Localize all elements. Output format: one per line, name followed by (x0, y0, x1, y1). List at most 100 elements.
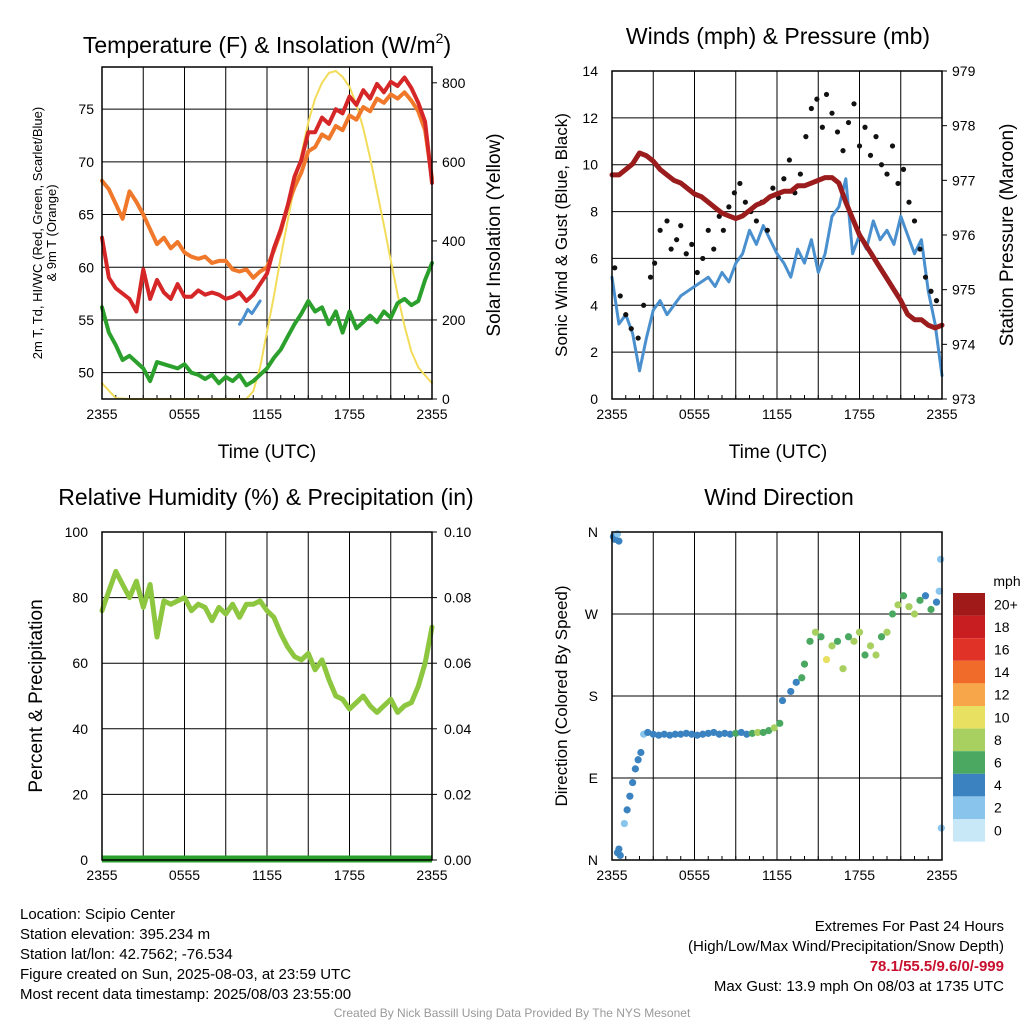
direction-point (792, 678, 800, 686)
colorbar-label: 12 (994, 687, 1010, 703)
gust-point (764, 227, 770, 233)
direction-point (754, 728, 762, 737)
series-relative-humidity (99, 568, 435, 715)
winds-ylabel-left: Sonic Wind & Gust (Blue, Black) (552, 113, 571, 357)
temperature-ylabel-left-line1: 2m T, Td, HI/WC (Red, Green, Scarlet/Blu… (30, 107, 45, 359)
direction-point (710, 728, 718, 737)
gust-point (840, 148, 846, 154)
extremes-heading: Extremes For Past 24 Hours (814, 918, 1004, 935)
station-latlon: Station lat/lon: 42.7562; -76.534 (20, 946, 233, 963)
colorbar-swatch (953, 683, 985, 706)
direction-point (613, 849, 622, 857)
station-elevation: Station elevation: 395.234 m (20, 926, 211, 943)
colorbar-label: 0 (994, 822, 1002, 838)
direction-point (677, 730, 685, 738)
direction-point (894, 601, 902, 609)
direction-point (932, 598, 941, 606)
max-gust: Max Gust: 13.9 mph On 08/03 at 1735 UTC (713, 978, 1004, 995)
direction-point (778, 696, 787, 705)
gust-point (711, 246, 717, 252)
gust-point (856, 143, 863, 149)
gust-point (808, 105, 814, 112)
plot-frame (101, 66, 433, 400)
direction-point (721, 729, 729, 737)
direction-point (861, 651, 869, 659)
colorbar-label: 6 (994, 755, 1002, 771)
direction-point (634, 756, 642, 764)
direction-point (688, 730, 696, 738)
gust-point (781, 176, 787, 182)
colorbar-label: 14 (994, 664, 1010, 680)
gust-point (770, 185, 776, 191)
plot-frame (611, 70, 943, 400)
colorbar: 20+ 18 16 14 12 10 8 6 4 2 0 (953, 593, 1018, 842)
humidity-title: Relative Humidity (%) & Precipitation (i… (58, 484, 473, 510)
colorbar-label: 4 (994, 777, 1002, 793)
plot-frame (611, 531, 943, 861)
direction-point (787, 687, 795, 696)
gust-point (617, 293, 623, 299)
x-tick-label: 1155 (252, 406, 282, 422)
direction-point (748, 729, 756, 737)
gust-point (786, 157, 792, 163)
gust-point (683, 251, 689, 257)
y-tick-label-right: 0 (442, 391, 450, 407)
x-tick-label: 0555 (679, 867, 710, 883)
direction-point (883, 628, 891, 636)
gust-point (862, 124, 868, 130)
y-tick-label-left: 6 (590, 250, 598, 266)
gust-point (657, 227, 663, 233)
gust-point (664, 218, 670, 224)
figure-created: Figure created on Sun, 2025-08-03, at 23… (20, 966, 352, 983)
direction-point (704, 729, 712, 737)
direction-point (811, 628, 820, 636)
gust-point (742, 199, 748, 205)
y-tick-label-left: 2 (590, 344, 598, 360)
winds-ylabel-right: Station Pressure (Maroon) (997, 124, 1018, 347)
gust-point (689, 241, 695, 247)
y-tick-label-right: 0.00 (444, 852, 471, 868)
gust-point (737, 180, 743, 187)
y-tick-label-right: 974 (952, 336, 976, 352)
colorbar-label: 18 (994, 619, 1010, 635)
y-tick-label-left: 75 (78, 101, 94, 117)
direction-point (866, 642, 875, 650)
x-tick-label: 0555 (169, 406, 200, 422)
direction-point (899, 592, 908, 600)
x-tick-label: 2355 (416, 867, 447, 883)
direction-point (888, 610, 897, 618)
x-tick-label: 2355 (416, 406, 447, 422)
y-tick-label-left: E (589, 770, 598, 786)
direction-point (850, 637, 858, 645)
direction-point (910, 610, 919, 618)
direction-point (699, 730, 707, 738)
gust-point (705, 227, 711, 233)
series-sonic-wind (610, 177, 944, 378)
direction-point (800, 660, 809, 668)
gust-point (819, 124, 825, 130)
y-tick-label-right: 0.02 (444, 786, 471, 802)
x-tick-label: 2355 (926, 867, 957, 883)
plot-frame (101, 531, 433, 861)
temperature-ylabel-left-line2: & 9m T (Orange) (44, 184, 59, 281)
gust-point (700, 255, 706, 262)
gust-point (928, 288, 934, 294)
direction-point (759, 728, 767, 737)
direction-point (855, 628, 864, 636)
gust-point (803, 134, 809, 140)
colorbar-label: 8 (994, 732, 1002, 748)
gust-point (635, 335, 641, 341)
direction-point (629, 778, 637, 787)
x-tick-label: 1755 (334, 867, 365, 883)
gust-point (933, 298, 940, 304)
direction-point (626, 792, 634, 800)
direction-point (877, 633, 886, 641)
x-tick-label: 2355 (596, 406, 627, 422)
y-tick-label-left: W (585, 606, 599, 622)
y-tick-label-left: 0 (590, 391, 598, 407)
x-tick-label: 1755 (844, 406, 875, 422)
direction-point (743, 730, 751, 738)
gust-point (829, 110, 835, 116)
